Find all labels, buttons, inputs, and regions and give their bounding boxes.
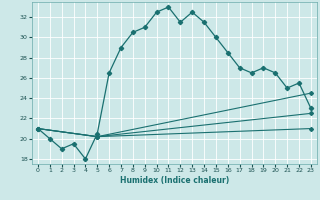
X-axis label: Humidex (Indice chaleur): Humidex (Indice chaleur) [120,176,229,185]
